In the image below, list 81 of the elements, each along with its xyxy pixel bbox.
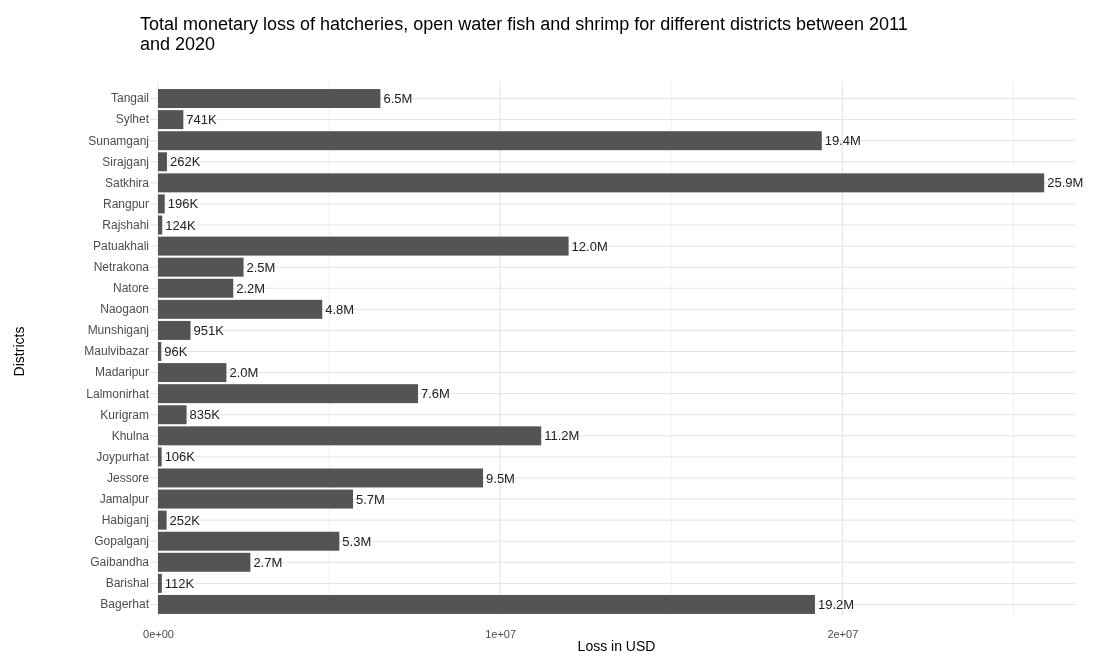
- x-tick-label: 1e+07: [485, 627, 517, 640]
- data-label: 252K: [169, 512, 201, 528]
- x-tick-label: 0e+00: [143, 627, 174, 640]
- y-tick-label: Naogaon: [100, 302, 149, 317]
- y-tick-label: Jamalpur: [99, 491, 149, 506]
- chart-title: Total monetary loss of hatcheries, open water fish and shrimp for different districts between 2011 and 2020: [140, 14, 908, 54]
- bar: [158, 489, 354, 509]
- y-tick-label: Barishal: [105, 576, 149, 591]
- y-tick-label: Munshiganj: [87, 323, 149, 338]
- bar: [158, 510, 167, 530]
- y-tick-label: Tangail: [110, 91, 149, 106]
- bar: [158, 363, 227, 383]
- data-label: 4.8M: [325, 301, 355, 317]
- y-axis-title: Districts: [11, 326, 27, 377]
- data-label: 262K: [169, 154, 201, 170]
- y-tick-label: Sirajganj: [102, 154, 149, 169]
- bar: [158, 531, 340, 551]
- y-tick-label: Rangpur: [102, 196, 149, 211]
- y-tick-label: Joypurhat: [96, 449, 150, 464]
- y-tick-label: Sylhet: [115, 112, 150, 127]
- bar: [158, 447, 162, 467]
- data-label: 951K: [193, 322, 225, 338]
- bar: [158, 299, 323, 319]
- y-tick-label: Khulna: [111, 428, 150, 443]
- y-tick-label: Bagerhat: [100, 597, 150, 612]
- bar: [158, 194, 165, 214]
- data-label: 25.9M: [1047, 175, 1084, 191]
- data-label: 96K: [164, 344, 188, 360]
- x-tick-label: 2e+07: [827, 627, 859, 640]
- data-label: 106K: [164, 449, 196, 465]
- bar: [158, 257, 244, 277]
- bar: [158, 342, 162, 361]
- data-label: 2.0M: [229, 365, 259, 381]
- y-tick-label: Gopalganj: [94, 534, 149, 549]
- bar: [158, 573, 162, 593]
- data-label: 741K: [186, 112, 218, 128]
- bar: [158, 89, 381, 109]
- data-label: 12.0M: [571, 238, 608, 254]
- bar: [158, 110, 184, 130]
- data-label: 5.7M: [356, 491, 385, 507]
- bar: [158, 278, 234, 298]
- data-label: 11.2M: [544, 428, 580, 444]
- data-label: 112K: [164, 575, 195, 591]
- data-label: 2.2M: [236, 280, 266, 296]
- y-tick-label: Habiganj: [101, 512, 149, 527]
- data-label: 2.5M: [246, 259, 276, 275]
- bar: [158, 405, 187, 425]
- bar: [158, 215, 163, 235]
- y-tick-label: Netrakona: [93, 260, 150, 275]
- y-tick-label: Patuakhali: [92, 238, 149, 253]
- data-label: 124K: [165, 217, 196, 233]
- y-tick-label: Sunamganj: [88, 133, 149, 148]
- bar: [158, 236, 569, 256]
- bar: [158, 152, 167, 172]
- y-tick-label: Natore: [112, 281, 150, 296]
- y-tick-label: Lalmonirhat: [86, 386, 150, 401]
- data-label: 19.4M: [824, 133, 861, 149]
- data-label: 196K: [167, 196, 199, 212]
- bar: [158, 426, 542, 446]
- y-tick-label: Gaibandha: [90, 555, 150, 570]
- bar: [158, 131, 822, 151]
- bar: [158, 173, 1045, 193]
- y-tick-label: Kurigram: [100, 407, 149, 422]
- data-label: 9.5M: [486, 470, 515, 486]
- data-label: 7.6M: [421, 386, 450, 402]
- bar: [158, 552, 251, 572]
- data-label: 5.3M: [342, 533, 372, 549]
- bar: [158, 594, 815, 614]
- bar: [158, 384, 419, 404]
- y-tick-label: Jessore: [106, 470, 150, 485]
- data-label: 835K: [189, 407, 221, 423]
- data-label: 19.2M: [817, 597, 855, 613]
- y-tick-label: Satkhira: [104, 175, 150, 190]
- y-tick-label: Rajshahi: [102, 217, 149, 232]
- y-tick-label: Maulvibazar: [84, 344, 149, 359]
- bar: [158, 320, 191, 340]
- bar: [158, 468, 484, 488]
- data-label: 2.7M: [253, 554, 283, 570]
- x-axis-title: Loss in USD: [577, 638, 656, 654]
- data-label: 6.5M: [383, 91, 413, 107]
- y-tick-label: Madaripur: [94, 365, 149, 380]
